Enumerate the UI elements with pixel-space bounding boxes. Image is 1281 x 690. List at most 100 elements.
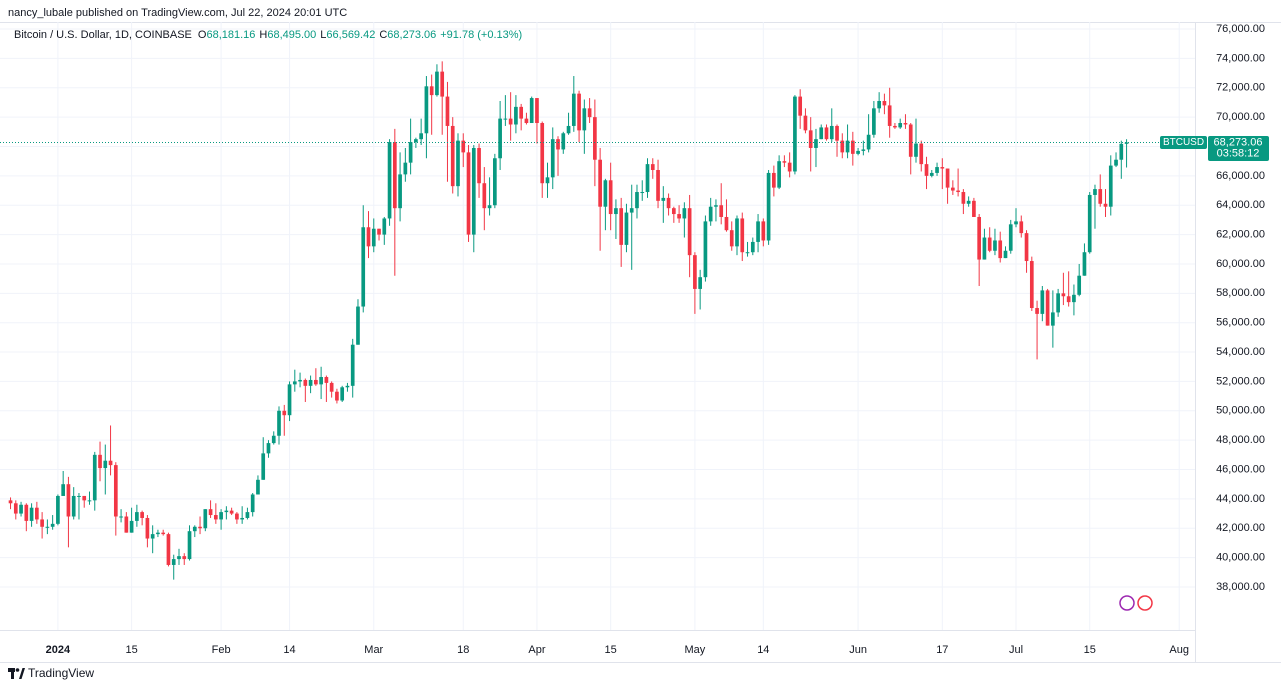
candle-body — [1008, 224, 1013, 251]
indicator-icons — [1119, 595, 1153, 611]
candle-body — [213, 515, 218, 520]
candle-body — [245, 512, 250, 518]
candle-body — [624, 212, 629, 245]
candle-body — [292, 381, 297, 385]
price-tag-countdown: 03:58:12 — [1217, 147, 1260, 159]
y-tick-label: 40,000.00 — [1216, 552, 1265, 564]
candle-body — [898, 123, 903, 128]
candle-body — [440, 71, 445, 97]
candle-body — [761, 221, 766, 241]
candle-body — [66, 484, 71, 517]
x-tick-label: May — [684, 644, 705, 656]
candle-body — [814, 139, 818, 148]
x-tick-label: 18 — [457, 644, 469, 656]
legend-value: 68,273.06 — [387, 29, 436, 41]
candle-body — [824, 127, 829, 140]
candle-body — [703, 221, 708, 278]
candle-body — [598, 159, 602, 207]
candle-body — [314, 379, 318, 385]
candle-body — [977, 216, 982, 260]
candle-body — [129, 520, 134, 533]
candle-body — [698, 277, 702, 289]
candle-body — [987, 237, 992, 251]
candle-body — [8, 500, 13, 504]
candle-body — [324, 377, 329, 383]
candle-body — [1035, 308, 1039, 314]
y-tick-label: 76,000.00 — [1216, 23, 1265, 35]
candle-body — [535, 98, 539, 124]
candle-body — [1103, 203, 1108, 207]
candle-body — [603, 180, 608, 207]
candle-body — [593, 117, 597, 160]
candle-body — [808, 130, 813, 148]
x-tick-label: Apr — [528, 644, 545, 656]
candle-body — [450, 125, 455, 187]
candle-body — [229, 510, 234, 514]
candle-body — [503, 118, 508, 120]
legend-value: 68,181.16 — [206, 29, 255, 41]
candle-body — [377, 228, 381, 235]
candle-body — [519, 106, 524, 119]
candle-body — [708, 206, 713, 222]
candle-body — [508, 118, 513, 125]
candle-body — [340, 387, 345, 401]
candle-body — [845, 140, 850, 153]
candle-body — [1072, 294, 1076, 303]
candle-body — [392, 142, 397, 209]
candle-body — [45, 526, 50, 528]
candle-body — [482, 183, 487, 209]
candle-body — [29, 507, 34, 521]
plot-area — [0, 22, 1195, 630]
candle-body — [908, 124, 913, 157]
candle-body — [1114, 159, 1118, 166]
icon — [1119, 595, 1135, 611]
candle-body — [935, 167, 939, 173]
candle-body — [582, 108, 587, 131]
x-tick-label: Jun — [849, 644, 867, 656]
candle-body — [1014, 221, 1018, 225]
candle-body — [466, 152, 471, 235]
candle-body — [477, 147, 481, 184]
candle-body — [777, 161, 781, 188]
candle-body — [13, 503, 18, 514]
candle-body — [19, 504, 23, 514]
candle-body — [319, 377, 323, 385]
candle-body — [666, 197, 671, 209]
candle-body — [545, 177, 550, 184]
y-tick-label: 42,000.00 — [1216, 522, 1265, 534]
y-tick-label: 52,000.00 — [1216, 375, 1265, 387]
y-tick-label: 48,000.00 — [1216, 434, 1265, 446]
candle-body — [608, 180, 613, 215]
candle-body — [145, 517, 150, 539]
candle-body — [1051, 312, 1055, 326]
x-tick-label: Mar — [364, 644, 383, 656]
candle-body — [571, 93, 576, 126]
candle-body — [208, 509, 213, 516]
candle-body — [619, 208, 624, 245]
candle-body — [356, 306, 360, 345]
candle-body — [445, 96, 450, 126]
candle-body — [71, 495, 76, 517]
candle-body — [629, 208, 634, 213]
candle-body — [308, 379, 313, 386]
candle-body — [219, 512, 223, 520]
candle-body — [403, 162, 408, 175]
candle-body — [524, 118, 529, 124]
candle-body — [893, 125, 897, 128]
candle-body — [1040, 290, 1045, 314]
candle-body — [766, 172, 771, 241]
candle-body — [961, 192, 966, 204]
candle-body — [872, 108, 876, 135]
candle-body — [256, 479, 260, 495]
footer-brand: TradingView — [28, 666, 94, 680]
candle-body — [693, 255, 697, 289]
candle-body — [671, 208, 676, 215]
candle-body — [98, 454, 102, 469]
candle-body — [382, 218, 387, 235]
candle-body — [361, 227, 366, 307]
candle-body — [277, 410, 281, 436]
candle-body — [1093, 189, 1097, 195]
candle-body — [461, 140, 466, 153]
